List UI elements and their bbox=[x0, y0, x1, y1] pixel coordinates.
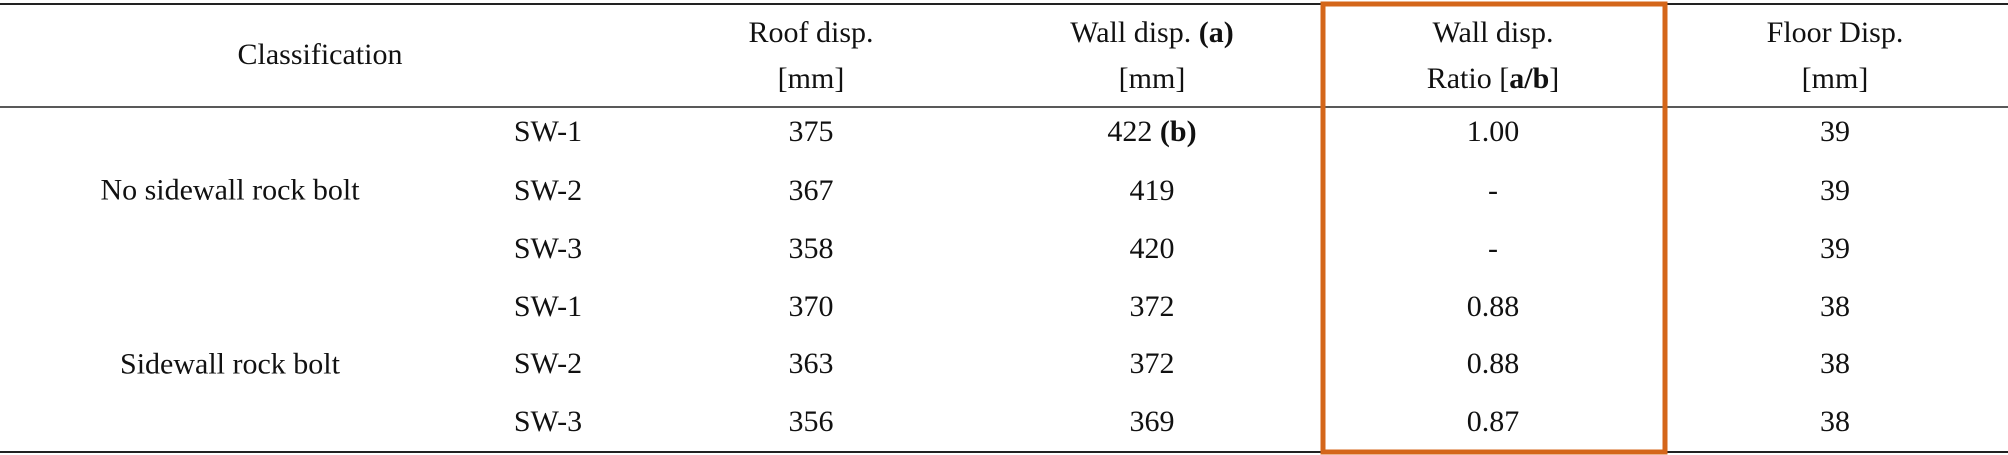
text-part: SW-2 bbox=[514, 174, 582, 207]
text-part: 38 bbox=[1820, 347, 1850, 380]
text-part: 0.88 bbox=[1467, 290, 1520, 323]
header-line2: [mm] bbox=[778, 62, 845, 95]
cell: 38 bbox=[1820, 405, 1850, 438]
cell: 369 bbox=[1130, 405, 1175, 438]
text-part: 419 bbox=[1130, 174, 1175, 207]
text-part: a/b bbox=[1509, 62, 1549, 95]
group-label: No sidewall rock bolt bbox=[100, 173, 360, 206]
row-label: SW-1 bbox=[514, 290, 582, 323]
text-part: 420 bbox=[1130, 232, 1175, 265]
text-part: (a) bbox=[1199, 16, 1234, 49]
text-part: 0.88 bbox=[1467, 347, 1520, 380]
header-line1: Roof disp. bbox=[748, 16, 873, 49]
text-part: 39 bbox=[1820, 115, 1850, 148]
cell: 420 bbox=[1130, 232, 1175, 265]
cell: 356 bbox=[789, 405, 834, 438]
text-part: SW-1 bbox=[514, 115, 582, 148]
row-label: SW-2 bbox=[514, 174, 582, 207]
header-line1: Floor Disp. bbox=[1767, 16, 1904, 49]
header-line2: Ratio [a/b] bbox=[1427, 62, 1560, 95]
row-label: SW-3 bbox=[514, 232, 582, 265]
text-part: [mm] bbox=[1119, 62, 1186, 95]
text-part: 375 bbox=[789, 115, 834, 148]
cell: 0.87 bbox=[1467, 405, 1520, 438]
row-label: SW-1 bbox=[514, 115, 582, 148]
cell: 375 bbox=[789, 115, 834, 148]
text-part: 356 bbox=[789, 405, 834, 438]
text-part: 372 bbox=[1130, 290, 1175, 323]
cell: 372 bbox=[1130, 290, 1175, 323]
text-part: 372 bbox=[1130, 347, 1175, 380]
text-part: Wall disp. bbox=[1070, 16, 1198, 49]
text-part: Wall disp. bbox=[1433, 16, 1554, 49]
text-part: 369 bbox=[1130, 405, 1175, 438]
cell: 0.88 bbox=[1467, 347, 1520, 380]
text-part: [mm] bbox=[778, 62, 845, 95]
header-classification: Classification bbox=[238, 38, 403, 71]
text-part: 0.87 bbox=[1467, 405, 1520, 438]
text-part: 39 bbox=[1820, 174, 1850, 207]
header-line1: Wall disp. bbox=[1433, 16, 1554, 49]
cell: - bbox=[1488, 232, 1498, 265]
cell: 1.00 bbox=[1467, 115, 1520, 148]
cell: 38 bbox=[1820, 290, 1850, 323]
text-part: SW-1 bbox=[514, 290, 582, 323]
text-part: (b) bbox=[1160, 115, 1197, 148]
cell: 422 (b) bbox=[1107, 115, 1196, 148]
text-part: ] bbox=[1549, 62, 1559, 95]
text-part: 363 bbox=[789, 347, 834, 380]
cell: 363 bbox=[789, 347, 834, 380]
text-part: SW-3 bbox=[514, 232, 582, 265]
text-part: SW-3 bbox=[514, 405, 582, 438]
cell: 39 bbox=[1820, 115, 1850, 148]
text-part: [mm] bbox=[1802, 62, 1869, 95]
cell: 372 bbox=[1130, 347, 1175, 380]
group-label: Sidewall rock bolt bbox=[120, 347, 341, 380]
text-part: 422 bbox=[1107, 115, 1160, 148]
header-line2: [mm] bbox=[1802, 62, 1869, 95]
text-part: Roof disp. bbox=[748, 16, 873, 49]
text-part: 370 bbox=[789, 290, 834, 323]
text-part: - bbox=[1488, 174, 1498, 207]
text-part: Floor Disp. bbox=[1767, 16, 1904, 49]
text-part: 358 bbox=[789, 232, 834, 265]
highlight-box bbox=[1320, 1, 1668, 455]
row-label: SW-3 bbox=[514, 405, 582, 438]
cell: 39 bbox=[1820, 232, 1850, 265]
cell: 0.88 bbox=[1467, 290, 1520, 323]
text-part: - bbox=[1488, 232, 1498, 265]
text-part: 1.00 bbox=[1467, 115, 1520, 148]
row-label: SW-2 bbox=[514, 347, 582, 380]
text-part: 38 bbox=[1820, 290, 1850, 323]
text-part: 38 bbox=[1820, 405, 1850, 438]
text-part: SW-2 bbox=[514, 347, 582, 380]
cell: 367 bbox=[789, 174, 834, 207]
cell: 419 bbox=[1130, 174, 1175, 207]
cell: 39 bbox=[1820, 174, 1850, 207]
cell: 358 bbox=[789, 232, 834, 265]
cell: 38 bbox=[1820, 347, 1850, 380]
cell: 370 bbox=[789, 290, 834, 323]
text-part: Ratio [ bbox=[1427, 62, 1510, 95]
cell: - bbox=[1488, 174, 1498, 207]
header-line1: Wall disp. (a) bbox=[1070, 16, 1233, 49]
header-line2: [mm] bbox=[1119, 62, 1186, 95]
text-part: 39 bbox=[1820, 232, 1850, 265]
text-part: 367 bbox=[789, 174, 834, 207]
